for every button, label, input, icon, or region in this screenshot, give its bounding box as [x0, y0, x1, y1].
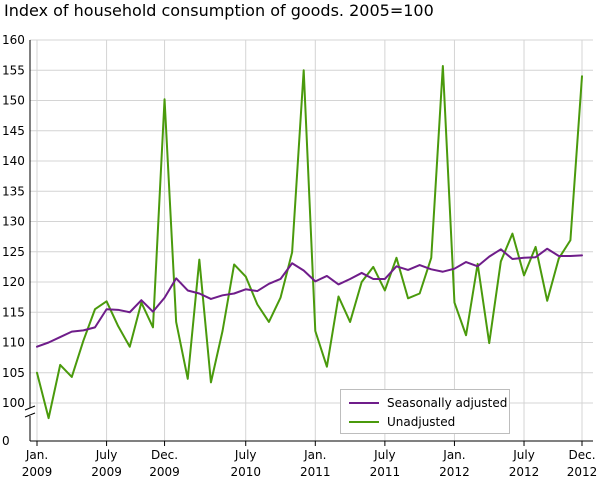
- y-tick-label-130: 130: [2, 215, 25, 229]
- y-tick-label-100: 100: [2, 396, 25, 410]
- x-tick-label-24-line2: 2011: [300, 465, 331, 479]
- legend-item-unadjusted: Unadjusted: [349, 413, 455, 431]
- x-tick-label-0-line2: 2009: [22, 465, 53, 479]
- x-tick-label-30-line1: July: [373, 448, 396, 462]
- x-tick-label-47-line2: 2012: [567, 465, 597, 479]
- y-tick-label-110: 110: [2, 336, 25, 350]
- y-tick-label-115: 115: [2, 305, 25, 319]
- x-tick-label-30-line2: 2011: [370, 465, 401, 479]
- y-tick-label-120: 120: [2, 275, 25, 289]
- series-line-seasonally-adjusted: [36, 247, 583, 348]
- legend-swatch-seasonally-adjusted: [349, 402, 379, 404]
- legend-label-seasonally-adjusted: Seasonally adjusted: [387, 396, 508, 410]
- y-tick-label-105: 105: [2, 366, 25, 380]
- legend: Seasonally adjusted Unadjusted: [340, 389, 510, 434]
- axis-break-mark-lower: [24, 412, 36, 418]
- y-tick-label-0: 0: [2, 434, 10, 448]
- y-tick-label-145: 145: [2, 124, 25, 138]
- legend-label-unadjusted: Unadjusted: [387, 415, 456, 429]
- x-tick-label-36-line1: Jan.: [442, 448, 465, 462]
- y-tick-label-155: 155: [2, 63, 25, 77]
- chart-title: Index of household consumption of goods.…: [4, 1, 434, 20]
- series-layer: [36, 65, 583, 420]
- y-tick-label-160: 160: [2, 33, 25, 47]
- x-tick-label-0-line1: Jan.: [25, 448, 48, 462]
- y-tick-label-125: 125: [2, 245, 25, 259]
- y-tick-label-140: 140: [2, 154, 25, 168]
- x-tick-label-6-line1: July: [95, 448, 118, 462]
- x-tick-label-18-line1: July: [234, 448, 257, 462]
- x-tick-label-36-line2: 2012: [439, 465, 470, 479]
- x-tick-label-47-line1: Dec.: [568, 448, 595, 462]
- legend-item-seasonally-adjusted: Seasonally adjusted: [349, 394, 507, 412]
- series-line-unadjusted: [36, 65, 583, 420]
- y-tick-label-135: 135: [2, 184, 25, 198]
- x-tick-label-42-line1: July: [512, 448, 535, 462]
- x-tick-label-6-line2: 2009: [91, 465, 122, 479]
- x-tick-label-11-line1: Dec.: [151, 448, 178, 462]
- legend-swatch-unadjusted: [349, 421, 379, 423]
- grid: [30, 39, 593, 441]
- axes: 160 155 150 145 140 135 130 125 120 115 110 105 100 0…: [2, 33, 597, 479]
- x-tick-label-11-line2: 2009: [149, 465, 180, 479]
- y-tick-label-150: 150: [2, 94, 25, 108]
- x-tick-label-24-line1: Jan.: [303, 448, 326, 462]
- x-tick-label-42-line2: 2012: [509, 465, 540, 479]
- x-tick-label-18-line2: 2010: [230, 465, 261, 479]
- axis-break-mark-upper: [24, 405, 36, 411]
